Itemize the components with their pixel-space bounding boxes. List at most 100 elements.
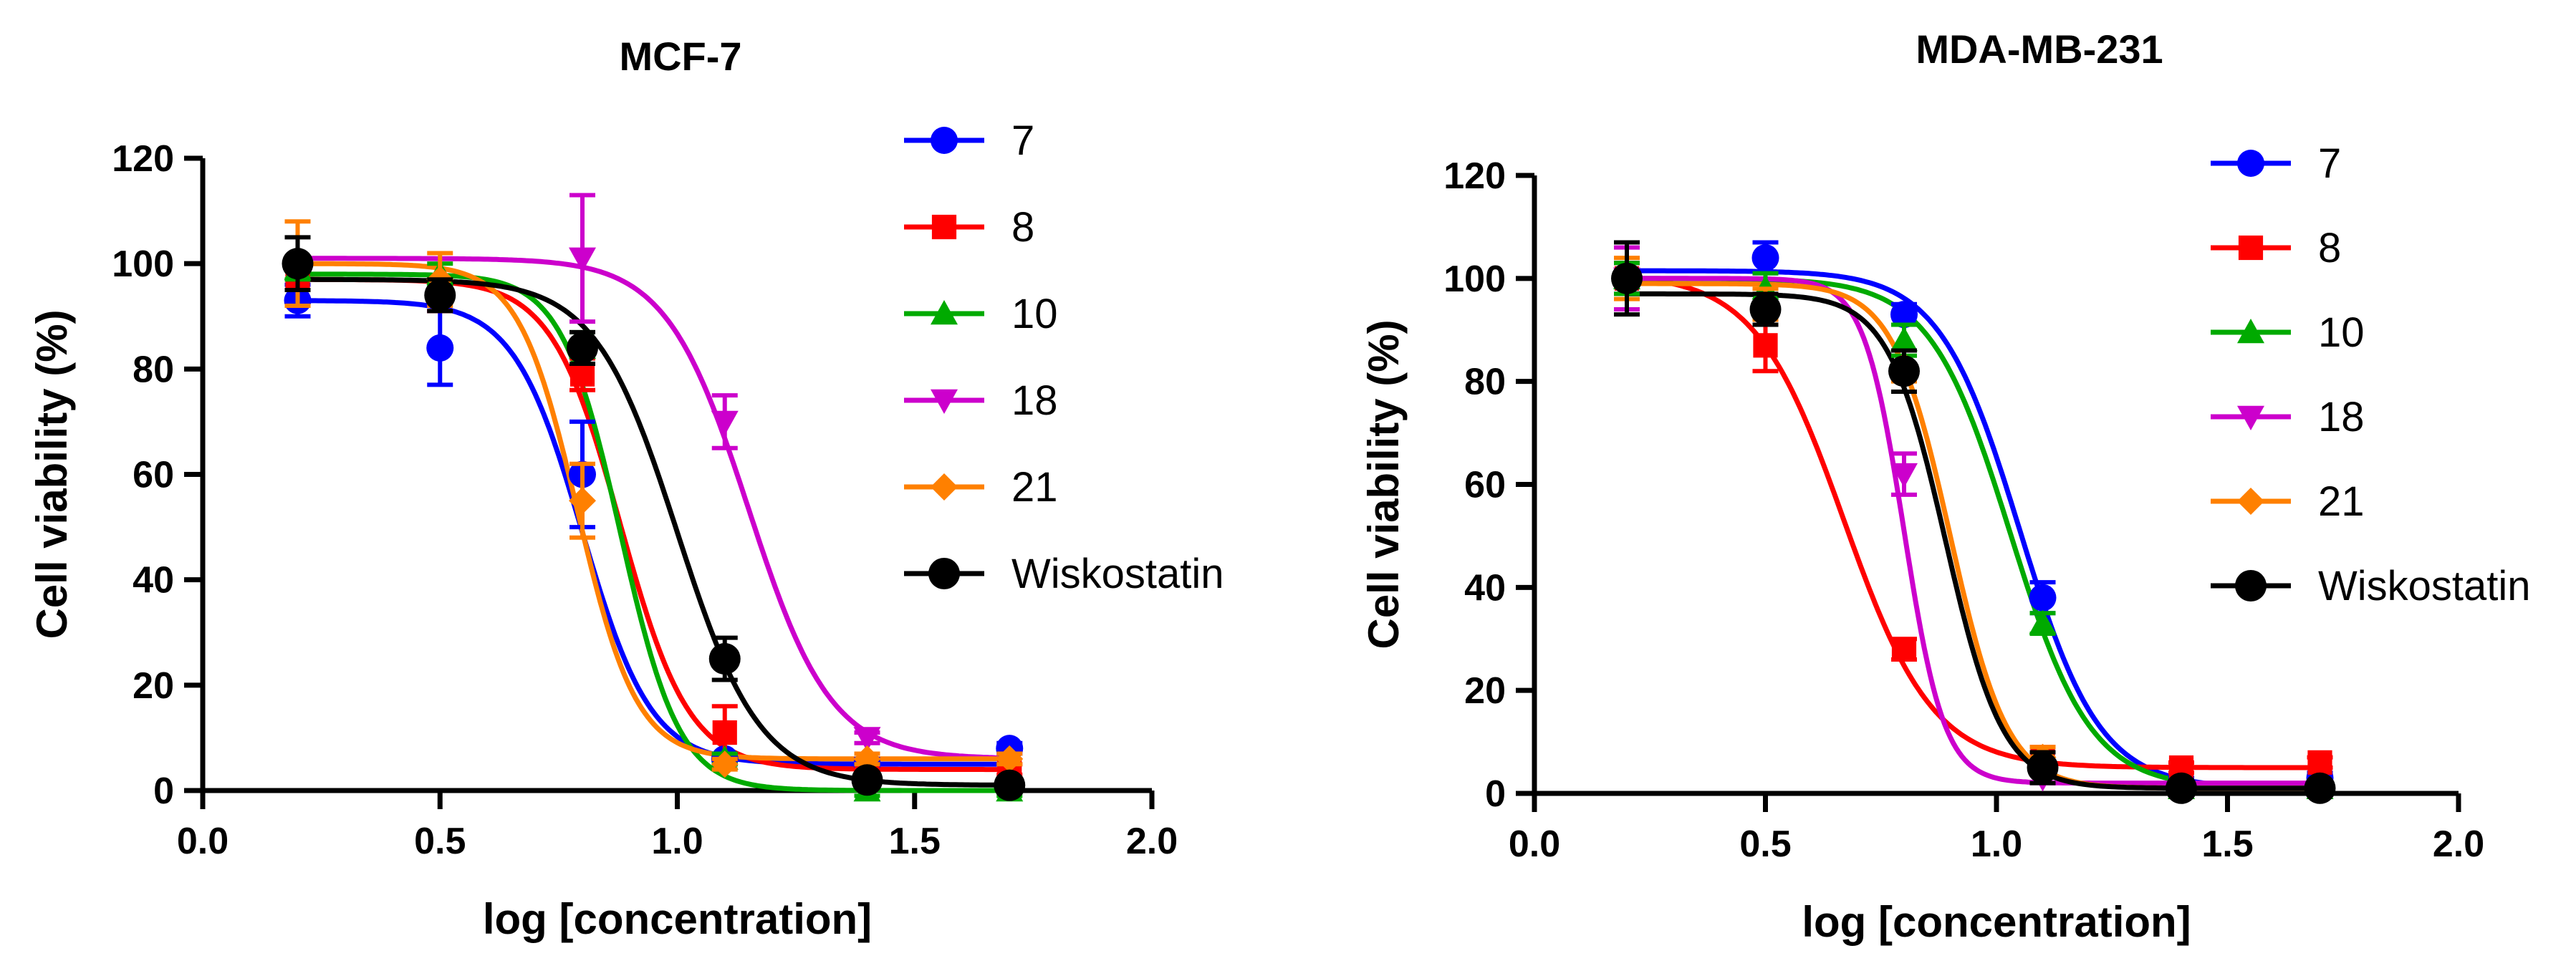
- x-tick-label: 0.5: [1739, 823, 1791, 865]
- legend-item-8: 8: [904, 204, 1034, 251]
- series-7: [1613, 240, 2334, 797]
- data-point: [996, 745, 1024, 773]
- data-point: [851, 764, 883, 796]
- x-tick-label: 2.0: [2433, 823, 2484, 865]
- legend-label: Wiskostatin: [1011, 551, 1224, 597]
- data-point: [1890, 301, 1918, 329]
- legend-label: 21: [2318, 478, 2365, 525]
- data-point: [711, 750, 739, 778]
- fit-curve-21: [1627, 281, 2320, 791]
- fit-curve-8: [297, 276, 1010, 773]
- series-21: [1613, 256, 2334, 802]
- chart-title: MCF-7: [619, 34, 741, 79]
- x-axis-label: log [concentration]: [483, 895, 872, 943]
- legend-marker: [2237, 488, 2264, 515]
- series-18: [1613, 245, 2057, 792]
- legend-item-7: 7: [2211, 140, 2341, 187]
- legend-marker: [2237, 405, 2264, 430]
- data-point: [2166, 772, 2197, 804]
- x-axis-label: log [concentration]: [1802, 898, 2191, 946]
- x-tick-label: 2.0: [1126, 821, 1178, 862]
- fit-curve-18: [1627, 276, 2320, 786]
- data-point: [2029, 584, 2057, 612]
- fit-curve-18: [297, 256, 1010, 761]
- legend-marker: [931, 473, 958, 501]
- chart-panel-2: MDA-MB-231 0 20 40 60 80 100 120 0.0 0.5 1.0 1.5 2.0…: [1360, 26, 2531, 946]
- y-tick-label: 20: [1464, 670, 1506, 712]
- legend-label: Wiskostatin: [2318, 563, 2531, 609]
- legend-label: 21: [1011, 464, 1058, 511]
- data-point: [1891, 637, 1917, 662]
- fit-curve-Wiskostatin: [297, 276, 1010, 788]
- legend-marker: [928, 558, 960, 589]
- legend-item-18: 18: [904, 377, 1058, 424]
- data-point: [569, 362, 595, 387]
- y-tick-label: 80: [1464, 362, 1506, 403]
- series-7: [284, 282, 1024, 778]
- chart-panel-1: MCF-7 0 20 40 60 80 100 120 0.0 0.5 1.0 1.5 2.0 log […: [28, 34, 1224, 943]
- fit-curve-7: [1627, 268, 2320, 791]
- y-tick-label: 120: [112, 138, 174, 180]
- data-point: [1890, 327, 1918, 352]
- legend-item-21: 21: [2211, 478, 2365, 525]
- fit-curve-10: [1627, 276, 2320, 791]
- legend-item-18: 18: [2211, 394, 2365, 440]
- x-tick-label: 1.0: [1971, 823, 2022, 865]
- y-tick-label: 100: [1443, 259, 1506, 300]
- data-point: [712, 720, 737, 745]
- y-axis-label: Cell viability (%): [28, 309, 76, 639]
- legend-marker: [931, 127, 958, 154]
- series-10: [284, 255, 1024, 802]
- data-point: [1751, 244, 1779, 272]
- legend-label: 8: [1011, 204, 1034, 251]
- chart-title: MDA-MB-231: [1916, 26, 2163, 72]
- legend-item-Wiskostatin: Wiskostatin: [904, 551, 1224, 597]
- legend-label: 18: [1011, 377, 1058, 424]
- data-point: [2307, 750, 2332, 775]
- data-point: [1753, 333, 1778, 358]
- y-tick-label: 80: [133, 349, 174, 390]
- legend-item-8: 8: [2211, 225, 2341, 271]
- legend-marker: [2235, 570, 2267, 601]
- data-point: [1749, 293, 1782, 325]
- data-point: [567, 332, 598, 364]
- legend-label: 10: [2318, 309, 2365, 356]
- series-Wiskostatin: [1611, 240, 2336, 804]
- legend: 7 8 10 18 21 Wiskostatin: [2211, 140, 2531, 609]
- legend-item-21: 21: [904, 464, 1058, 511]
- data-point: [424, 279, 456, 311]
- legend-label: 18: [2318, 394, 2365, 440]
- series-Wiskostatin: [282, 235, 1026, 801]
- y-tick-label: 40: [133, 560, 174, 601]
- legend-item-7: 7: [904, 117, 1034, 164]
- legend-label: 10: [1011, 291, 1058, 337]
- data-point: [282, 248, 314, 280]
- fit-curve-21: [297, 261, 1010, 762]
- data-point: [2029, 609, 2057, 634]
- series-10: [1613, 261, 2334, 800]
- data-point: [569, 487, 596, 515]
- legend-label: 8: [2318, 225, 2341, 271]
- x-tick-label: 0.5: [414, 821, 466, 862]
- series-8: [1614, 261, 2333, 781]
- x-tick-label: 1.5: [2201, 823, 2253, 865]
- y-tick-label: 120: [1443, 155, 1506, 197]
- y-tick-label: 40: [1464, 567, 1506, 609]
- y-axis-label: Cell viability (%): [1360, 319, 1408, 649]
- legend-item-10: 10: [2211, 309, 2365, 356]
- x-tick-label: 1.5: [889, 821, 941, 862]
- y-tick-label: 20: [133, 665, 174, 707]
- series-18: [569, 193, 881, 752]
- legend-label: 7: [2318, 140, 2341, 187]
- legend-marker: [2238, 235, 2264, 261]
- data-point: [853, 727, 881, 752]
- legend-marker: [931, 300, 958, 325]
- fit-curve-7: [297, 298, 1010, 767]
- x-tick-label: 0.0: [177, 821, 229, 862]
- legend-marker: [2237, 319, 2264, 344]
- fit-curve-8: [1626, 274, 2320, 770]
- y-tick-label: 0: [153, 770, 174, 812]
- legend-label: 7: [1011, 117, 1034, 164]
- fit-curve-10: [297, 271, 1010, 793]
